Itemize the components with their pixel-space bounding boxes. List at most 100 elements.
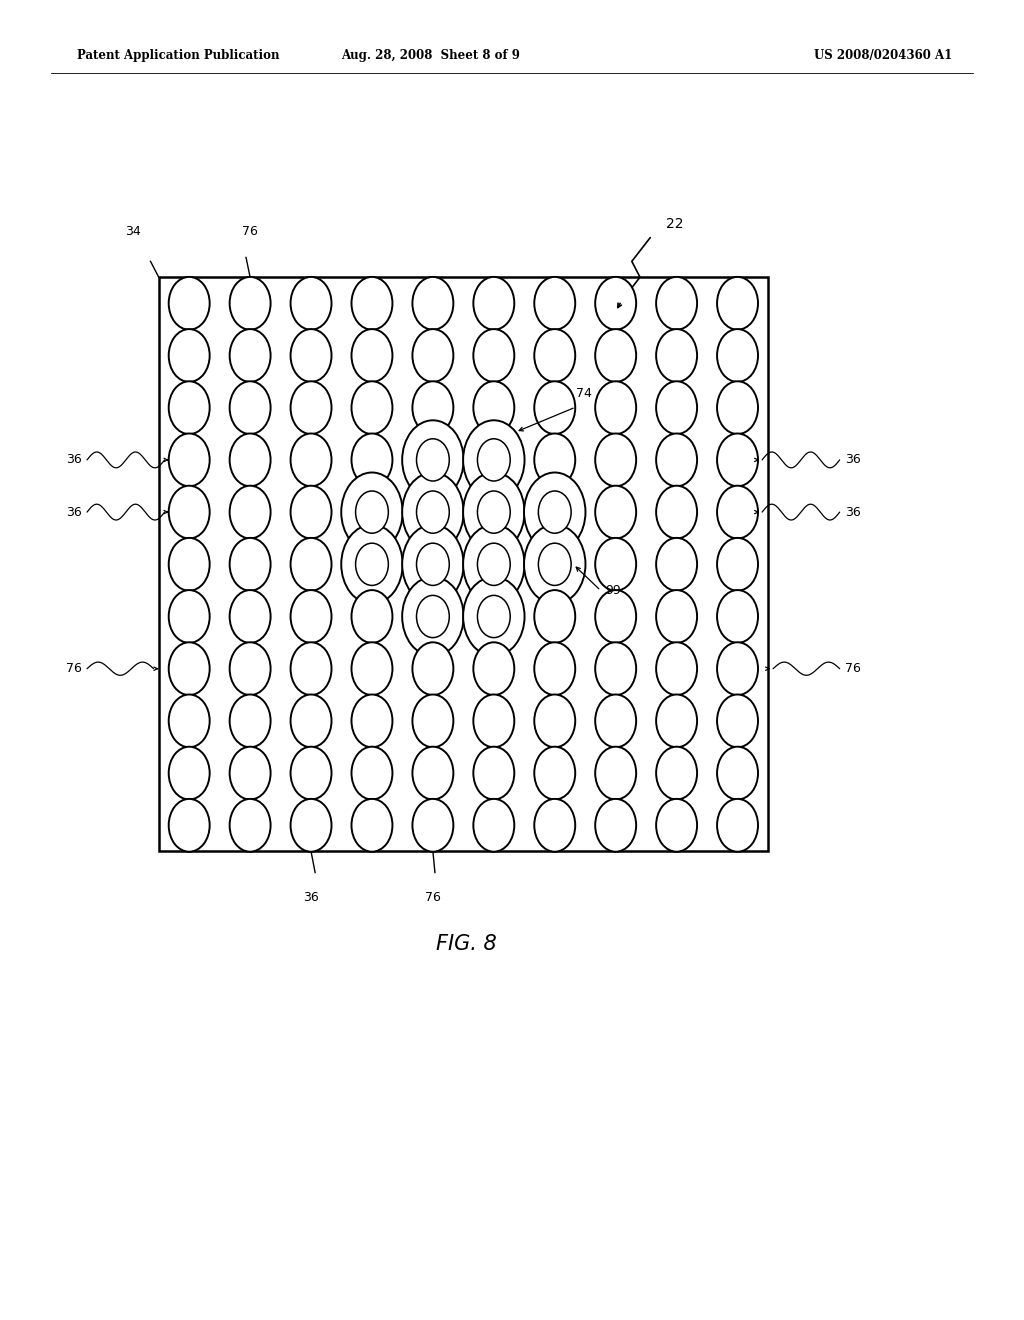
Circle shape bbox=[595, 486, 636, 539]
Circle shape bbox=[229, 486, 270, 539]
Circle shape bbox=[229, 539, 270, 590]
Circle shape bbox=[169, 329, 210, 381]
Circle shape bbox=[291, 486, 332, 539]
Circle shape bbox=[717, 590, 758, 643]
Circle shape bbox=[413, 799, 454, 851]
Text: Patent Application Publication: Patent Application Publication bbox=[77, 49, 280, 62]
Circle shape bbox=[402, 420, 464, 499]
Text: 36: 36 bbox=[845, 453, 860, 466]
Circle shape bbox=[656, 799, 697, 851]
Circle shape bbox=[535, 694, 575, 747]
Circle shape bbox=[351, 433, 392, 486]
Circle shape bbox=[169, 694, 210, 747]
Circle shape bbox=[539, 544, 571, 586]
Circle shape bbox=[656, 277, 697, 330]
Circle shape bbox=[656, 381, 697, 434]
Circle shape bbox=[413, 747, 454, 800]
Circle shape bbox=[656, 486, 697, 539]
Circle shape bbox=[291, 329, 332, 381]
Circle shape bbox=[595, 539, 636, 590]
Circle shape bbox=[169, 277, 210, 330]
Circle shape bbox=[351, 381, 392, 434]
Circle shape bbox=[355, 544, 388, 586]
Circle shape bbox=[402, 473, 464, 552]
Circle shape bbox=[351, 747, 392, 800]
Circle shape bbox=[402, 577, 464, 656]
Circle shape bbox=[291, 381, 332, 434]
Circle shape bbox=[595, 329, 636, 381]
Circle shape bbox=[229, 381, 270, 434]
Circle shape bbox=[341, 524, 402, 605]
Circle shape bbox=[717, 747, 758, 800]
Circle shape bbox=[351, 277, 392, 330]
Text: Aug. 28, 2008  Sheet 8 of 9: Aug. 28, 2008 Sheet 8 of 9 bbox=[341, 49, 519, 62]
Circle shape bbox=[595, 694, 636, 747]
Circle shape bbox=[351, 799, 392, 851]
Circle shape bbox=[656, 433, 697, 486]
Circle shape bbox=[417, 438, 450, 480]
Circle shape bbox=[413, 329, 454, 381]
Circle shape bbox=[717, 433, 758, 486]
Text: 76: 76 bbox=[425, 891, 441, 904]
Circle shape bbox=[535, 799, 575, 851]
Circle shape bbox=[229, 433, 270, 486]
Circle shape bbox=[717, 694, 758, 747]
Circle shape bbox=[477, 491, 510, 533]
Circle shape bbox=[291, 643, 332, 696]
Circle shape bbox=[351, 694, 392, 747]
Circle shape bbox=[539, 491, 571, 533]
Circle shape bbox=[169, 539, 210, 590]
Circle shape bbox=[473, 747, 514, 800]
Circle shape bbox=[417, 595, 450, 638]
Circle shape bbox=[717, 329, 758, 381]
Text: 36: 36 bbox=[67, 506, 82, 519]
Text: 22: 22 bbox=[666, 216, 683, 231]
Circle shape bbox=[656, 747, 697, 800]
Circle shape bbox=[169, 486, 210, 539]
Text: 34: 34 bbox=[125, 224, 141, 238]
Text: 36: 36 bbox=[67, 453, 82, 466]
Circle shape bbox=[341, 473, 402, 552]
Circle shape bbox=[229, 694, 270, 747]
Circle shape bbox=[473, 277, 514, 330]
Circle shape bbox=[473, 643, 514, 696]
Circle shape bbox=[656, 539, 697, 590]
Circle shape bbox=[656, 643, 697, 696]
Circle shape bbox=[402, 524, 464, 605]
Circle shape bbox=[229, 643, 270, 696]
Circle shape bbox=[595, 381, 636, 434]
Circle shape bbox=[229, 799, 270, 851]
Text: 36: 36 bbox=[845, 506, 860, 519]
Circle shape bbox=[535, 277, 575, 330]
Circle shape bbox=[229, 329, 270, 381]
Text: 76: 76 bbox=[66, 663, 82, 676]
Circle shape bbox=[595, 590, 636, 643]
Circle shape bbox=[413, 643, 454, 696]
Circle shape bbox=[169, 590, 210, 643]
Circle shape bbox=[524, 524, 586, 605]
Circle shape bbox=[417, 491, 450, 533]
Circle shape bbox=[169, 643, 210, 696]
Circle shape bbox=[463, 577, 524, 656]
Text: 76: 76 bbox=[242, 224, 258, 238]
Text: 36: 36 bbox=[303, 891, 318, 904]
Circle shape bbox=[717, 539, 758, 590]
Circle shape bbox=[477, 595, 510, 638]
Text: 99: 99 bbox=[605, 585, 621, 597]
Circle shape bbox=[291, 747, 332, 800]
Circle shape bbox=[413, 277, 454, 330]
Circle shape bbox=[477, 544, 510, 586]
Bar bbox=[159, 277, 768, 851]
Circle shape bbox=[413, 381, 454, 434]
Circle shape bbox=[351, 643, 392, 696]
Circle shape bbox=[413, 694, 454, 747]
Circle shape bbox=[169, 433, 210, 486]
Circle shape bbox=[717, 643, 758, 696]
Circle shape bbox=[169, 381, 210, 434]
Circle shape bbox=[355, 491, 388, 533]
Circle shape bbox=[535, 590, 575, 643]
Circle shape bbox=[595, 277, 636, 330]
Circle shape bbox=[477, 438, 510, 480]
Circle shape bbox=[473, 799, 514, 851]
Circle shape bbox=[535, 329, 575, 381]
